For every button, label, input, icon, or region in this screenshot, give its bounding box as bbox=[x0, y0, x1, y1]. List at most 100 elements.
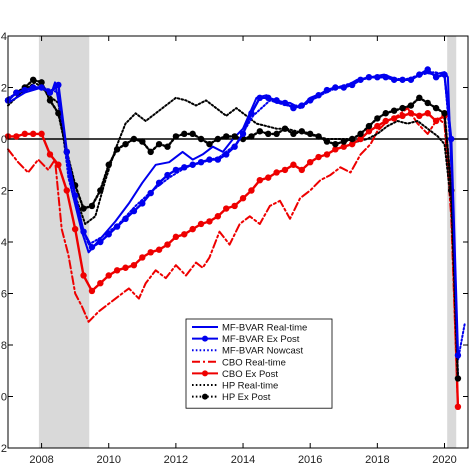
point-cbo-ex-post-41 bbox=[348, 140, 356, 148]
point-mf-bvar-ex-post-35 bbox=[298, 102, 305, 109]
point-mf-bvar-ex-post-32 bbox=[273, 97, 280, 104]
point-mf-bvar-ex-post-46 bbox=[390, 76, 398, 83]
series-hp-ex-post bbox=[4, 76, 462, 382]
point-cbo-ex-post-43 bbox=[365, 128, 373, 135]
point-hp-ex-post-6 bbox=[55, 110, 62, 117]
point-cbo-ex-post-16 bbox=[139, 254, 146, 261]
series-cbo-real-time bbox=[7, 107, 459, 408]
point-hp-ex-post-25 bbox=[214, 135, 222, 143]
point-cbo-ex-post-51 bbox=[432, 117, 440, 125]
point-hp-ex-post-17 bbox=[147, 148, 154, 156]
point-mf-bvar-ex-post-13 bbox=[113, 223, 121, 230]
point-cbo-ex-post-39 bbox=[332, 146, 339, 153]
point-mf-bvar-ex-post-45 bbox=[382, 74, 389, 81]
series-mf-bvar-ex-post bbox=[4, 66, 462, 359]
point-hp-ex-post-10 bbox=[88, 202, 96, 210]
point-hp-ex-post-38 bbox=[323, 138, 331, 145]
y-tick-label-6: 0 bbox=[1, 134, 7, 146]
point-hp-ex-post-26 bbox=[223, 133, 230, 140]
point-cbo-ex-post-50 bbox=[424, 110, 431, 117]
point-cbo-ex-post-11 bbox=[97, 280, 104, 287]
point-cbo-ex-post-7 bbox=[63, 187, 70, 194]
point-cbo-ex-post-24 bbox=[206, 218, 213, 225]
legend-label-hp-real-time: HP Real-time bbox=[222, 381, 278, 392]
point-mf-bvar-ex-post-15 bbox=[130, 207, 138, 215]
point-cbo-ex-post-33 bbox=[281, 166, 289, 174]
point-cbo-ex-post-6 bbox=[55, 161, 62, 168]
point-hp-ex-post-21 bbox=[181, 130, 188, 138]
point-hp-ex-post-30 bbox=[256, 128, 264, 135]
point-hp-ex-post-47 bbox=[399, 104, 406, 112]
point-hp-ex-post-40 bbox=[340, 138, 347, 145]
point-hp-ex-post-37 bbox=[315, 133, 322, 140]
point-cbo-ex-post-21 bbox=[181, 231, 188, 238]
point-hp-ex-post-3 bbox=[29, 76, 37, 83]
point-mf-bvar-ex-post-6 bbox=[55, 81, 62, 89]
point-cbo-ex-post-26 bbox=[223, 205, 230, 212]
point-mf-bvar-ex-post-29 bbox=[248, 110, 255, 117]
series-cbo-ex-post bbox=[4, 110, 462, 410]
point-cbo-ex-post-31 bbox=[265, 174, 272, 181]
x-tick-label-2008: 2008 bbox=[29, 454, 53, 466]
point-cbo-ex-post-5 bbox=[46, 151, 54, 158]
legend-label-cbo-ex-post: CBO Ex Post bbox=[222, 369, 278, 380]
point-mf-bvar-ex-post-23 bbox=[197, 158, 205, 166]
point-hp-ex-post-46 bbox=[390, 107, 398, 114]
point-mf-bvar-ex-post-5 bbox=[46, 89, 54, 96]
x-tick-label-2014: 2014 bbox=[231, 454, 255, 466]
point-cbo-ex-post-29 bbox=[248, 187, 255, 194]
point-mf-bvar-ex-post-9 bbox=[80, 228, 87, 235]
point-hp-ex-post-50 bbox=[424, 99, 431, 107]
point-mf-bvar-ex-post-49 bbox=[416, 71, 423, 78]
point-mf-bvar-ex-post-20 bbox=[172, 166, 180, 174]
point-mf-bvar-ex-post-3 bbox=[29, 84, 37, 91]
point-hp-ex-post-49 bbox=[416, 94, 423, 102]
series-line-cbo-real-time bbox=[7, 107, 459, 408]
point-mf-bvar-ex-post-19 bbox=[164, 171, 171, 179]
point-mf-bvar-ex-post-43 bbox=[365, 74, 373, 81]
point-mf-bvar-ex-post-27 bbox=[231, 143, 238, 150]
y-tick-label-0: 2 bbox=[1, 443, 7, 455]
point-hp-ex-post-5 bbox=[46, 97, 54, 104]
point-mf-bvar-ex-post-26 bbox=[223, 151, 230, 158]
point-mf-bvar-ex-post-2 bbox=[21, 86, 28, 94]
y-tick-label-5: 2 bbox=[1, 186, 7, 198]
point-cbo-ex-post-9 bbox=[80, 272, 87, 279]
point-mf-bvar-ex-post-12 bbox=[105, 231, 112, 238]
point-hp-ex-post-52 bbox=[441, 110, 448, 117]
point-mf-bvar-ex-post-4 bbox=[38, 84, 45, 91]
legend-marker-cbo-ex-post bbox=[202, 370, 208, 377]
y-tick-label-4: 4 bbox=[1, 237, 7, 249]
point-hp-ex-post-36 bbox=[306, 130, 314, 138]
point-cbo-ex-post-25 bbox=[214, 213, 222, 220]
point-mf-bvar-ex-post-42 bbox=[357, 76, 364, 83]
point-mf-bvar-ex-post-52 bbox=[441, 71, 448, 78]
point-mf-bvar-ex-post-18 bbox=[155, 179, 163, 186]
point-cbo-ex-post-46 bbox=[390, 115, 398, 122]
point-cbo-ex-post-28 bbox=[239, 195, 247, 202]
point-cbo-ex-post-47 bbox=[399, 112, 406, 120]
point-mf-bvar-ex-post-41 bbox=[348, 81, 356, 89]
point-cbo-ex-post-44 bbox=[374, 122, 381, 130]
point-mf-bvar-ex-post-39 bbox=[332, 84, 339, 91]
point-hp-ex-post-24 bbox=[206, 140, 213, 148]
point-hp-ex-post-34 bbox=[290, 130, 297, 138]
x-tick-label-2012: 2012 bbox=[164, 454, 188, 466]
point-hp-ex-post-54 bbox=[454, 375, 462, 382]
point-mf-bvar-ex-post-47 bbox=[399, 76, 406, 83]
point-mf-bvar-ex-post-8 bbox=[71, 192, 79, 199]
point-cbo-ex-post-35 bbox=[298, 166, 305, 174]
point-hp-ex-post-27 bbox=[231, 133, 238, 140]
point-hp-ex-post-15 bbox=[130, 135, 138, 143]
point-mf-bvar-ex-post-21 bbox=[181, 164, 188, 171]
point-mf-bvar-ex-post-10 bbox=[88, 243, 96, 251]
point-hp-ex-post-32 bbox=[273, 130, 280, 138]
point-mf-bvar-ex-post-28 bbox=[239, 130, 247, 138]
point-cbo-ex-post-2 bbox=[21, 130, 28, 138]
point-mf-bvar-ex-post-14 bbox=[122, 215, 129, 223]
legend-label-mf-bvar-ex-post: MF-BVAR Ex Post bbox=[222, 334, 300, 345]
legend-label-mf-bvar-real-time: MF-BVAR Real-time bbox=[222, 323, 307, 334]
point-cbo-ex-post-14 bbox=[122, 264, 129, 271]
y-tick-label-1: 0 bbox=[1, 392, 7, 404]
